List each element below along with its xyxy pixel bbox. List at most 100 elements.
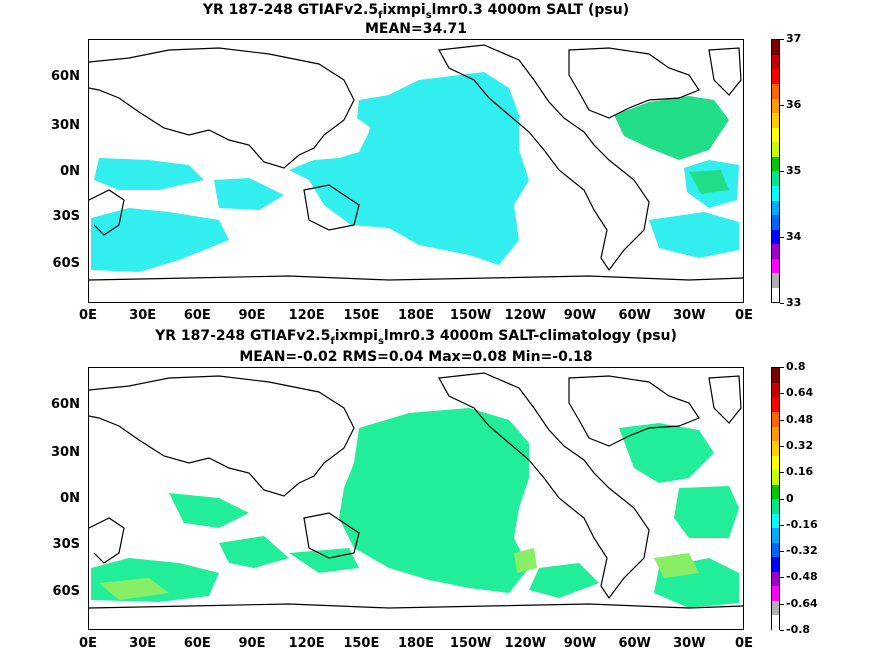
panel1-map: [88, 39, 744, 303]
panel1-colorbar-label: 34: [786, 230, 802, 243]
panel2-colorbar-swatch: [772, 542, 779, 557]
panel2-lat-60s: 60S: [52, 584, 80, 599]
panel1-lon-label: 150W: [449, 308, 492, 323]
panel2-colorbar-swatch: [772, 556, 779, 572]
panel1-lon-label: 120E: [288, 308, 325, 323]
panel2-colorbar-label: 0.32: [786, 438, 814, 452]
panel1-colorbar-tick: [780, 105, 784, 106]
panel1-colorbar-swatch: [772, 112, 779, 128]
panel2-colorbar-tick: [780, 367, 784, 368]
panel2-colorbar-swatch: [772, 498, 779, 514]
panel1-colorbar-label: 36: [786, 98, 802, 111]
panel2-colorbar-swatch: [772, 614, 779, 630]
panel2-colorbar-label: -0.64: [786, 596, 818, 610]
panel2-lon-label: 60E: [183, 636, 211, 651]
panel2-lon-label: 0E: [79, 636, 97, 651]
panel2-lat-60n: 60N: [51, 397, 80, 412]
panel2-colorbar: [771, 367, 780, 630]
panel2-colorbar-label: -0.16: [786, 517, 818, 531]
panel2-colorbar-swatch: [772, 585, 779, 601]
panel1-lat-30n: 30N: [51, 118, 80, 133]
panel2-colorbar-label: 0.16: [786, 465, 814, 479]
panel1-colorbar-label: 37: [786, 32, 802, 45]
panel1-lon-label: 180E: [397, 308, 435, 323]
panel2-colorbar-tick: [780, 577, 784, 579]
panel1-lat-0n: 0N: [60, 164, 80, 179]
panel1-lon-label: 0E: [735, 308, 753, 323]
panel2-lat-30s: 30S: [52, 537, 80, 552]
panel1-colorbar-label: 33: [786, 296, 802, 309]
panel1-colorbar-swatch: [772, 200, 779, 216]
panel1-lon-label: 60E: [183, 308, 211, 323]
panel1-colorbar-label: 35: [786, 164, 802, 177]
panel2-colorbar-swatch: [772, 527, 779, 543]
panel1-colorbar-swatch: [772, 171, 779, 186]
panel1-colorbar-swatch: [772, 287, 779, 303]
panel2-colorbar-tick: [780, 472, 784, 474]
panel1-lon-label: 120W: [504, 308, 547, 323]
panel2-colorbar-label: -0.48: [786, 570, 818, 584]
panel2-lat-30n: 30N: [51, 445, 80, 460]
panel2-colorbar-swatch: [772, 411, 779, 427]
panel1-map-svg: [89, 44, 743, 281]
panel2-lon-label: 60W: [618, 636, 651, 651]
panel2-colorbar-label: -0.8: [786, 623, 811, 636]
panel2-colorbar-swatch: [772, 469, 779, 485]
panel2-colorbar-tick: [780, 419, 784, 421]
panel1-colorbar: [771, 39, 780, 303]
panel1-lon-label: 0E: [79, 308, 97, 323]
panel2-colorbar-tick: [780, 630, 784, 631]
panel1-colorbar-tick: [780, 303, 784, 304]
panel1-colorbar-swatch: [772, 214, 779, 230]
panel1-colorbar-swatch: [772, 258, 779, 274]
panel1-lon-label: 30E: [129, 308, 157, 323]
panel2-lon-label: 180E: [397, 636, 435, 651]
panel1-stats: MEAN=34.71: [364, 21, 468, 37]
panel2-lon-label: 150W: [449, 636, 492, 651]
panel2-lon-label: 90E: [238, 636, 266, 651]
panel2-colorbar-swatch: [772, 368, 779, 383]
panel1-colorbar-swatch: [772, 185, 779, 201]
panel2-lon-label: 90W: [563, 636, 597, 651]
panel1-colorbar-swatch: [772, 54, 779, 70]
panel2-colorbar-tick: [780, 498, 784, 500]
panel1-lon-label: 90E: [238, 308, 266, 323]
panel2-lon-label: 120E: [288, 636, 325, 651]
panel2-map: [88, 367, 744, 630]
panel1-colorbar-tick: [780, 171, 784, 172]
panel2-colorbar-tick: [780, 551, 784, 553]
panel1-colorbar-swatch: [772, 69, 779, 85]
panel2-colorbar-swatch: [772, 382, 779, 398]
panel1-colorbar-swatch: [772, 98, 779, 114]
panel1-lon-label: 150E: [343, 308, 380, 323]
panel2-stats: MEAN=-0.02 RMS=0.04 Max=0.08 Min=-0.18: [239, 349, 593, 365]
panel1-colorbar-swatch: [772, 127, 779, 143]
panel1-lon-label: 60W: [618, 308, 651, 323]
panel1-colorbar-swatch: [772, 243, 779, 259]
panel2-map-svg: [89, 372, 743, 609]
panel2-lon-label: 0E: [735, 636, 753, 651]
panel1-colorbar-swatch: [772, 40, 779, 55]
panel2-colorbar-swatch: [772, 397, 779, 412]
panel1-colorbar-tick: [780, 39, 784, 40]
panel2-colorbar-swatch: [772, 600, 779, 615]
panel2-colorbar-tick: [780, 445, 784, 447]
panel2-lon-label: 30W: [673, 636, 706, 651]
panel2-colorbar-label: 0.64: [786, 386, 814, 400]
panel1-colorbar-swatch: [772, 156, 779, 172]
panel2-lon-label: 150E: [343, 636, 380, 651]
panel2-lon-label: 30E: [129, 636, 157, 651]
panel2-colorbar-swatch: [772, 440, 779, 456]
panel2-lon-label: 120W: [504, 636, 547, 651]
panel2-colorbar-swatch: [772, 455, 779, 470]
panel2-colorbar-tick: [780, 393, 784, 395]
panel2-colorbar-swatch: [772, 484, 779, 499]
panel2-colorbar-tick: [780, 524, 784, 526]
panel2-colorbar-swatch: [772, 513, 779, 528]
panel1-title: YR 187-248 GTIAFv2.5fixmpislmr0.3 4000m …: [202, 2, 630, 21]
panel1-lon-label: 90W: [563, 308, 597, 323]
panel2-title: YR 187-248 GTIAFv2.5fixmpislmr0.3 4000m …: [155, 328, 677, 347]
panel2-colorbar-swatch: [772, 426, 779, 441]
panel2-colorbar-tick: [780, 603, 784, 605]
panel2-colorbar-label: 0.48: [786, 412, 814, 426]
